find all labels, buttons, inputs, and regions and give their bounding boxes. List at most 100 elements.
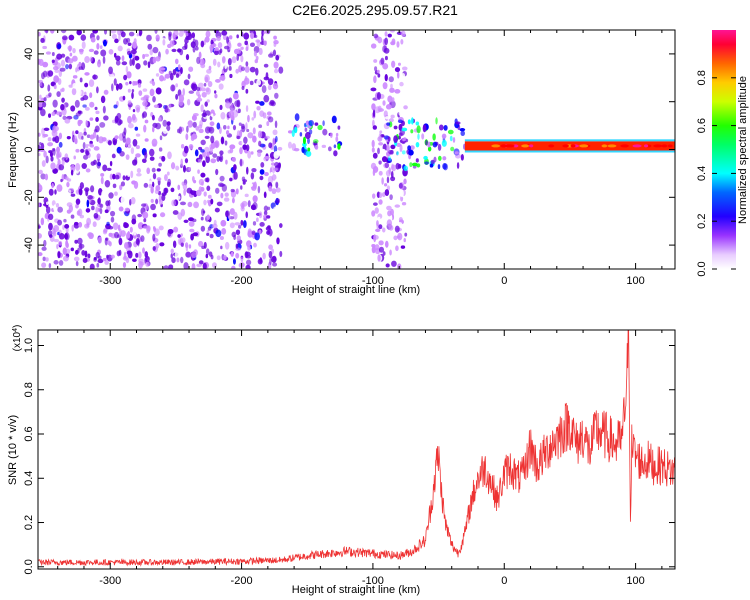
- heatmap-cell: [206, 185, 211, 192]
- heatmap-cell: [127, 143, 132, 149]
- heatmap-cell: [131, 218, 137, 225]
- heatmap-cell: [164, 73, 171, 79]
- heatmap-cell: [108, 225, 114, 230]
- heatmap-cell: [223, 45, 230, 50]
- heatmap-cell: [104, 209, 109, 214]
- heatmap-cell: [268, 53, 274, 58]
- heatmap-cell: [55, 202, 60, 208]
- heatmap-cell: [307, 137, 310, 145]
- x-tick-label: 100: [626, 575, 644, 587]
- heatmap-cell: [38, 225, 41, 229]
- heatmap-cell: [62, 255, 69, 262]
- heatmap-cell: [206, 214, 210, 220]
- heatmap-cell: [115, 55, 121, 62]
- heatmap-cell: [327, 146, 332, 152]
- heatmap-cell: [40, 108, 46, 117]
- heatmap-cell: [185, 133, 189, 141]
- heatmap-cell: [112, 222, 119, 230]
- heatmap-cell: [41, 262, 47, 268]
- heatmap-cell: [387, 95, 393, 103]
- heatmap-cell: [232, 92, 239, 100]
- heatmap-cell: [182, 182, 188, 191]
- colorbar: 0.0 0.2 0.4 0.6 0.8 Normalized spectral ampl…: [696, 30, 749, 277]
- heatmap-cell: [376, 91, 381, 100]
- heatmap-cell: [84, 82, 89, 88]
- heatmap-cell: [244, 66, 250, 73]
- heatmap-cell: [85, 150, 90, 156]
- heatmap-cell: [103, 39, 107, 47]
- heatmap-cell: [397, 62, 401, 66]
- x-tick-label: 0: [501, 275, 507, 287]
- heatmap-cell: [259, 110, 265, 118]
- heatmap-cell: [188, 244, 192, 249]
- heatmap-cell: [210, 158, 217, 164]
- heatmap-cell: [278, 66, 284, 74]
- heatmap-cell: [256, 105, 261, 111]
- heatmap-cell: [185, 251, 192, 258]
- heatmap-cell: [242, 181, 246, 185]
- heatmap-cell: [230, 103, 234, 112]
- heatmap-cell: [149, 88, 155, 97]
- heatmap-cell: [377, 73, 381, 78]
- heatmap-cell: [111, 153, 116, 159]
- heatmap-cell: [335, 132, 339, 137]
- heatmap-cell: [202, 262, 207, 269]
- heatmap-cell: [64, 234, 69, 240]
- heatmap-cell: [272, 137, 276, 146]
- heatmap-cell: [158, 225, 164, 231]
- heatmap-cell: [200, 225, 206, 232]
- heatmap-cell: [143, 218, 147, 223]
- heatmap-cell: [88, 79, 95, 88]
- heatmap-cell: [110, 216, 115, 223]
- heatmap-cell: [191, 114, 197, 121]
- heatmap-cell: [97, 236, 102, 244]
- heatmap-cell: [251, 230, 256, 236]
- heatmap-cell: [417, 133, 420, 140]
- heatmap-cell: [133, 38, 137, 44]
- heatmap-cell: [173, 30, 179, 37]
- heatmap-cell: [219, 150, 224, 156]
- heatmap-cell: [42, 45, 48, 50]
- heatmap-cell: [302, 142, 307, 147]
- x-tick-label: -300: [99, 275, 121, 287]
- heatmap-cell: [258, 229, 262, 235]
- heatmap-cell: [185, 32, 189, 37]
- heatmap-cell: [279, 250, 283, 258]
- heatmap-cell: [38, 132, 41, 137]
- heatmap-cell: [180, 256, 184, 264]
- heatmap-cell: [125, 81, 129, 86]
- heatmap-cell: [272, 49, 277, 57]
- heatmap-cell: [93, 212, 99, 219]
- heatmap-cell: [43, 239, 47, 247]
- heatmap-cell: [266, 111, 272, 116]
- heatmap-cell: [135, 63, 141, 70]
- heatmap-cell: [146, 34, 152, 42]
- heatmap-cell: [45, 206, 51, 214]
- heatmap-cell: [118, 237, 123, 246]
- heatmap-cell: [70, 105, 76, 112]
- heatmap-cell: [381, 204, 386, 213]
- colorbar-tick-label: 0.4: [696, 166, 708, 181]
- heatmap-cell: [123, 251, 127, 260]
- heatmap-cell: [410, 117, 414, 125]
- heatmap-cell: [126, 250, 133, 255]
- heatmap-cell: [62, 35, 68, 41]
- heatmap-cell: [144, 151, 148, 160]
- heatmap-cell: [397, 71, 400, 79]
- spectrogram-ylabel: Frequency (Hz): [7, 112, 19, 188]
- heatmap-cell: [200, 139, 206, 146]
- heatmap-cell: [217, 61, 221, 68]
- heatmap-cell: [170, 253, 173, 259]
- heatmap-cell: [188, 90, 195, 94]
- heatmap-cell: [252, 135, 257, 143]
- heatmap-cell: [58, 260, 64, 266]
- heatmap-cell: [142, 100, 148, 107]
- heatmap-cell: [257, 130, 263, 139]
- heatmap-cell: [71, 87, 77, 96]
- heatmap-cell: [175, 73, 180, 78]
- heatmap-cell: [94, 106, 98, 111]
- heatmap-cell: [255, 100, 260, 104]
- heatmap-cell: [236, 135, 241, 140]
- colorbar-tick-label: 0.0: [696, 261, 708, 276]
- heatmap-cell: [401, 202, 407, 206]
